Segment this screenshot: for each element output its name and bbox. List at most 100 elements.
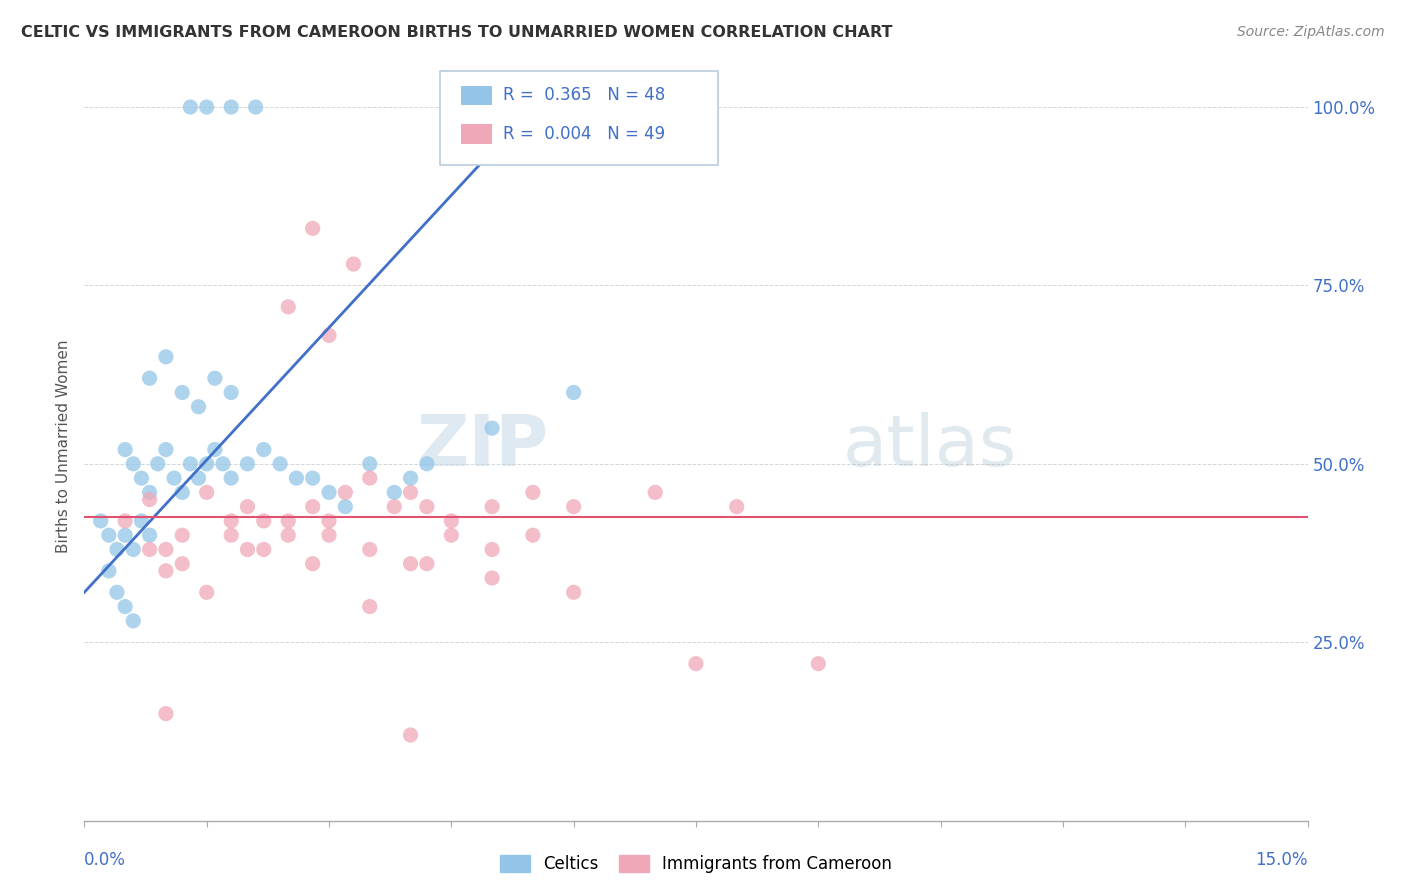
Point — [522, 528, 544, 542]
Point — [359, 542, 381, 557]
Point — [562, 385, 585, 400]
Point — [236, 500, 259, 514]
Point — [416, 557, 439, 571]
Point — [155, 442, 177, 457]
Point — [301, 221, 323, 235]
Point — [163, 471, 186, 485]
Text: CELTIC VS IMMIGRANTS FROM CAMEROON BIRTHS TO UNMARRIED WOMEN CORRELATION CHART: CELTIC VS IMMIGRANTS FROM CAMEROON BIRTH… — [21, 25, 893, 40]
Point — [399, 471, 422, 485]
Point — [318, 328, 340, 343]
Point — [253, 442, 276, 457]
Point — [114, 442, 136, 457]
Point — [155, 542, 177, 557]
Point — [155, 706, 177, 721]
Point — [114, 528, 136, 542]
Point — [204, 371, 226, 385]
Point — [236, 542, 259, 557]
Text: atlas: atlas — [842, 411, 1017, 481]
Point — [179, 457, 201, 471]
Text: 15.0%: 15.0% — [1256, 851, 1308, 869]
Point — [179, 100, 201, 114]
Point — [253, 542, 276, 557]
Text: R =  0.365   N = 48: R = 0.365 N = 48 — [503, 87, 665, 104]
Point — [399, 728, 422, 742]
Point — [807, 657, 830, 671]
Point — [219, 528, 242, 542]
Point — [138, 371, 160, 385]
Point — [269, 457, 291, 471]
Point — [195, 585, 218, 599]
Point — [219, 385, 242, 400]
Point — [172, 528, 194, 542]
Point — [114, 514, 136, 528]
Point — [138, 485, 160, 500]
Point — [187, 471, 209, 485]
Legend: Celtics, Immigrants from Cameroon: Celtics, Immigrants from Cameroon — [494, 848, 898, 880]
Point — [105, 585, 128, 599]
Point — [481, 542, 503, 557]
Point — [359, 599, 381, 614]
Point — [277, 300, 299, 314]
Point — [277, 514, 299, 528]
Point — [146, 457, 169, 471]
Point — [399, 557, 422, 571]
Point — [131, 471, 153, 485]
Point — [204, 442, 226, 457]
Point — [335, 485, 357, 500]
Point — [122, 542, 145, 557]
Point — [172, 485, 194, 500]
Point — [172, 385, 194, 400]
Point — [236, 457, 259, 471]
Text: Source: ZipAtlas.com: Source: ZipAtlas.com — [1237, 25, 1385, 39]
Point — [195, 485, 218, 500]
Point — [382, 500, 405, 514]
Point — [359, 471, 381, 485]
Point — [219, 514, 242, 528]
Point — [138, 542, 160, 557]
Point — [155, 564, 177, 578]
Point — [562, 500, 585, 514]
Point — [318, 528, 340, 542]
Point — [359, 457, 381, 471]
Point — [335, 500, 357, 514]
Point — [97, 528, 120, 542]
Point — [481, 571, 503, 585]
Point — [195, 100, 218, 114]
Point — [212, 457, 235, 471]
Point — [97, 564, 120, 578]
Point — [481, 421, 503, 435]
Text: 0.0%: 0.0% — [84, 851, 127, 869]
Point — [416, 457, 439, 471]
Point — [301, 500, 323, 514]
Point — [245, 100, 267, 114]
Point — [138, 492, 160, 507]
Point — [187, 400, 209, 414]
Point — [342, 257, 364, 271]
Point — [522, 485, 544, 500]
Point — [219, 471, 242, 485]
Point — [440, 528, 463, 542]
Point — [725, 500, 748, 514]
Point — [481, 500, 503, 514]
Point — [90, 514, 112, 528]
Point — [172, 557, 194, 571]
Point — [155, 350, 177, 364]
Point — [318, 485, 340, 500]
Point — [301, 557, 323, 571]
Point — [138, 528, 160, 542]
Y-axis label: Births to Unmarried Women: Births to Unmarried Women — [56, 339, 72, 553]
Point — [114, 599, 136, 614]
Point — [285, 471, 308, 485]
Point — [685, 657, 707, 671]
Point — [122, 614, 145, 628]
Point — [195, 457, 218, 471]
Point — [399, 485, 422, 500]
Text: ZIP: ZIP — [418, 411, 550, 481]
Point — [131, 514, 153, 528]
Point — [562, 585, 585, 599]
Point — [382, 485, 405, 500]
Point — [644, 485, 666, 500]
Point — [318, 514, 340, 528]
Point — [416, 500, 439, 514]
Point — [277, 528, 299, 542]
